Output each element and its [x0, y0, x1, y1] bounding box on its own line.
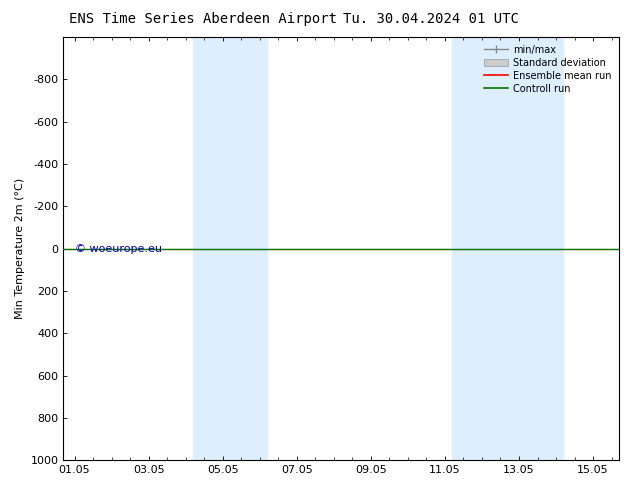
Y-axis label: Min Temperature 2m (°C): Min Temperature 2m (°C) [15, 178, 25, 319]
Bar [452, 37, 564, 460]
Text: © woeurope.eu: © woeurope.eu [75, 244, 162, 254]
Text: Tu. 30.04.2024 01 UTC: Tu. 30.04.2024 01 UTC [343, 12, 519, 26]
Text: ENS Time Series Aberdeen Airport: ENS Time Series Aberdeen Airport [69, 12, 337, 26]
Legend: min/max, Standard deviation, Ensemble mean run, Controll run: min/max, Standard deviation, Ensemble me… [481, 42, 614, 97]
Bar [193, 37, 267, 460]
